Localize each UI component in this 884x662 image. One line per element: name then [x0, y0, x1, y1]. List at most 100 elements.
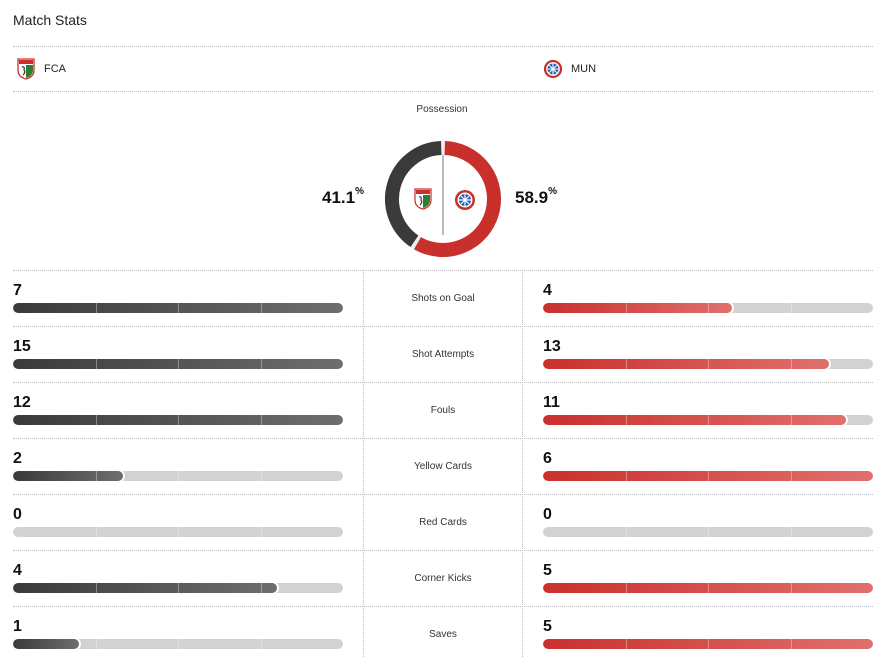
fca-crest-icon: [17, 58, 35, 80]
away-stat-value: 6: [543, 450, 552, 467]
home-team-abbr: FCA: [44, 63, 66, 75]
stat-label: Red Cards: [419, 517, 467, 528]
bar-segment-tick: [95, 639, 97, 649]
away-stat-bar-fill: [543, 303, 732, 313]
bar-segment-tick: [708, 303, 709, 313]
away-stat-bar-fill: [543, 639, 873, 649]
fcb-crest-icon: [543, 59, 563, 79]
stat-label: Shot Attempts: [411, 349, 475, 360]
home-possession-number: 41.1: [322, 188, 356, 207]
home-stat-bar: [13, 359, 343, 369]
away-stat-value: 13: [543, 338, 561, 355]
away-stat-value: 5: [543, 618, 552, 635]
bar-segment-tick: [178, 527, 179, 537]
bar-segment-tick: [790, 359, 792, 369]
bar-segment-tick: [625, 527, 627, 537]
divider: [13, 270, 873, 271]
bar-segment-tick: [625, 583, 627, 593]
bar-segment-tick: [178, 415, 179, 425]
divider: [13, 46, 873, 47]
bar-segment-tick: [790, 303, 792, 313]
divider: [13, 494, 873, 495]
bar-segment-tick: [95, 415, 97, 425]
stat-row: 0 Red Cards 0: [0, 494, 884, 550]
home-stat-value: 15: [13, 338, 31, 355]
bar-segment-tick: [260, 471, 262, 481]
away-stat-bar-fill: [543, 583, 873, 593]
possession-label: Possession: [416, 104, 468, 115]
bar-segment-tick: [708, 415, 709, 425]
bar-segment-tick: [708, 639, 709, 649]
bar-segment-tick: [625, 639, 627, 649]
bar-segment-tick: [95, 583, 97, 593]
bar-segment-tick: [178, 359, 179, 369]
away-stat-bar-fill: [543, 359, 829, 369]
bar-segment-tick: [790, 415, 792, 425]
bar-segment-tick: [260, 415, 262, 425]
bar-segment-tick: [178, 639, 179, 649]
home-stat-bar: [13, 415, 343, 425]
stat-label: Shots on Goal: [411, 293, 475, 304]
home-stat-bar-fill: [13, 303, 343, 313]
away-stat-bar: [543, 639, 873, 649]
away-stat-value: 5: [543, 562, 552, 579]
bar-segment-tick: [260, 359, 262, 369]
page-title: Match Stats: [13, 12, 87, 28]
bar-segment-tick: [260, 639, 262, 649]
stat-row: 2 Yellow Cards 6: [0, 438, 884, 494]
stat-row: 12 Fouls 11: [0, 382, 884, 438]
away-possession-value: 58.9%: [515, 186, 557, 208]
bar-segment-tick: [790, 583, 792, 593]
home-stat-bar-fill: [13, 583, 277, 593]
bar-segment-tick: [178, 583, 179, 593]
bar-segment-tick: [625, 471, 627, 481]
stat-label: Corner Kicks: [414, 573, 472, 584]
stat-label: Yellow Cards: [414, 461, 472, 472]
bar-segment-tick: [95, 359, 97, 369]
home-stat-value: 4: [13, 562, 22, 579]
home-team[interactable]: FCA: [16, 58, 66, 80]
away-team-abbr: MUN: [571, 63, 597, 75]
bar-segment-tick: [790, 471, 792, 481]
home-stat-bar: [13, 639, 343, 649]
away-stat-bar: [543, 471, 873, 481]
away-stat-bar-fill: [543, 415, 846, 425]
bar-segment-tick: [708, 471, 709, 481]
bar-segment-tick: [95, 303, 97, 313]
bar-segment-tick: [790, 639, 792, 649]
away-possession-arc: [413, 141, 501, 257]
bar-segment-tick: [708, 583, 709, 593]
divider: [13, 382, 873, 383]
stat-row: 7 Shots on Goal 4: [0, 270, 884, 326]
divider: [13, 326, 873, 327]
fca-crest-icon: [414, 188, 432, 210]
stat-row: 15 Shot Attempts 13: [0, 326, 884, 382]
away-stat-bar: [543, 303, 873, 313]
column-divider: [522, 270, 523, 657]
stat-label: Fouls: [430, 405, 456, 416]
home-stat-bar: [13, 583, 343, 593]
stat-row: 4 Corner Kicks 5: [0, 550, 884, 606]
away-team[interactable]: MUN: [543, 58, 596, 80]
home-stat-value: 0: [13, 506, 22, 523]
home-possession-arc: [385, 141, 442, 248]
home-stat-bar-fill: [13, 359, 343, 369]
away-stat-value: 4: [543, 282, 552, 299]
home-stat-value: 7: [13, 282, 22, 299]
bar-segment-tick: [625, 359, 627, 369]
bar-segment-tick: [95, 471, 97, 481]
away-stat-bar: [543, 359, 873, 369]
away-stat-value: 11: [543, 394, 560, 411]
bar-segment-tick: [625, 303, 627, 313]
bar-segment-tick: [790, 527, 792, 537]
divider: [13, 91, 873, 92]
column-divider: [363, 270, 364, 657]
home-stat-bar-fill: [13, 471, 123, 481]
home-possession-value: 41.1%: [322, 186, 364, 208]
home-stat-bar-fill: [13, 639, 79, 649]
home-stat-value: 1: [13, 618, 22, 635]
home-stat-bar-fill: [13, 415, 343, 425]
stat-label: Saves: [429, 629, 457, 640]
divider: [13, 438, 873, 439]
away-stat-value: 0: [543, 506, 552, 523]
